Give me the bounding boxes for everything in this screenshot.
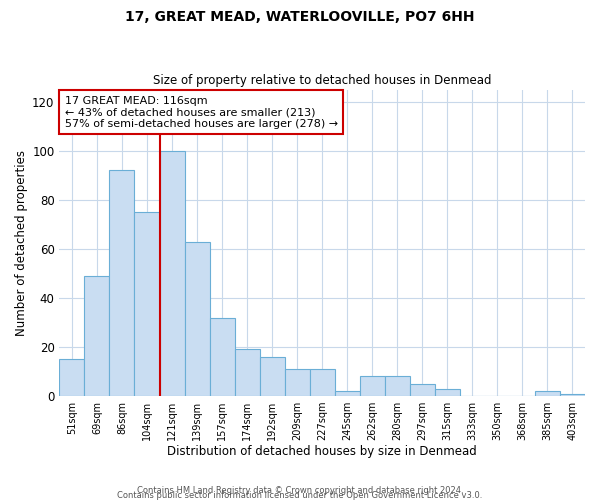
Bar — [260, 357, 284, 396]
Y-axis label: Number of detached properties: Number of detached properties — [15, 150, 28, 336]
Bar — [185, 242, 209, 396]
Bar — [310, 369, 335, 396]
Title: Size of property relative to detached houses in Denmead: Size of property relative to detached ho… — [153, 74, 491, 87]
Bar — [535, 391, 560, 396]
Bar — [435, 388, 460, 396]
Text: Contains HM Land Registry data © Crown copyright and database right 2024.: Contains HM Land Registry data © Crown c… — [137, 486, 463, 495]
Text: 17, GREAT MEAD, WATERLOOVILLE, PO7 6HH: 17, GREAT MEAD, WATERLOOVILLE, PO7 6HH — [125, 10, 475, 24]
Text: 17 GREAT MEAD: 116sqm
← 43% of detached houses are smaller (213)
57% of semi-det: 17 GREAT MEAD: 116sqm ← 43% of detached … — [65, 96, 338, 129]
Bar — [109, 170, 134, 396]
X-axis label: Distribution of detached houses by size in Denmead: Distribution of detached houses by size … — [167, 444, 477, 458]
Bar — [59, 359, 85, 396]
Bar — [284, 369, 310, 396]
Bar — [560, 394, 585, 396]
Bar — [160, 151, 185, 396]
Bar — [335, 391, 360, 396]
Bar — [360, 376, 385, 396]
Bar — [410, 384, 435, 396]
Bar — [134, 212, 160, 396]
Bar — [385, 376, 410, 396]
Text: Contains public sector information licensed under the Open Government Licence v3: Contains public sector information licen… — [118, 491, 482, 500]
Bar — [85, 276, 109, 396]
Bar — [209, 318, 235, 396]
Bar — [235, 350, 260, 396]
